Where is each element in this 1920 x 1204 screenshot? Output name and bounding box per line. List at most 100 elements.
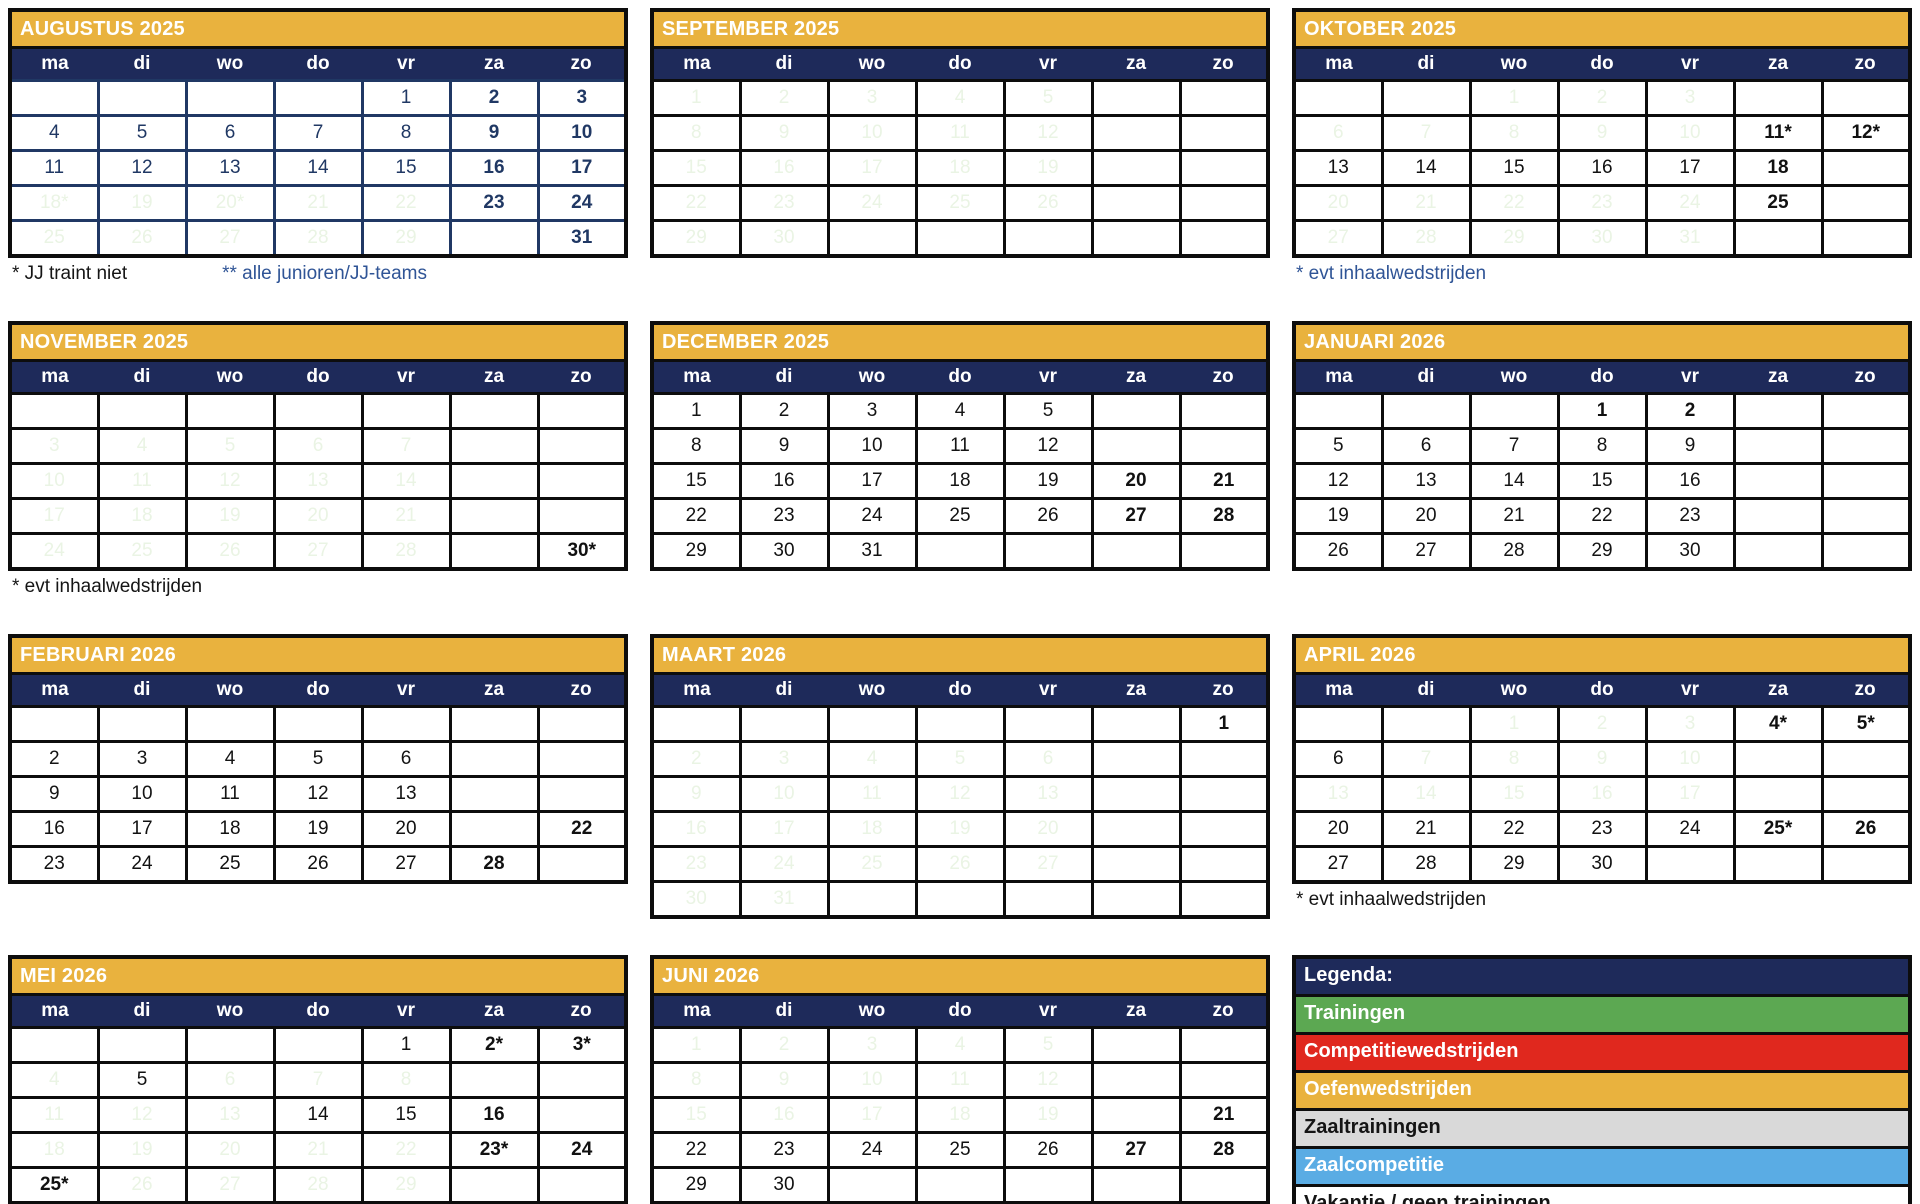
day-cell: 22 [1178, 810, 1270, 848]
day-cell: 27 [1380, 532, 1472, 571]
day-cell: 14 [1090, 775, 1182, 813]
weekday-header-di: di [98, 673, 186, 708]
empty-cell [8, 705, 100, 743]
weekday-header-wo: wo [1470, 360, 1558, 395]
day-cell: 1 [650, 1026, 742, 1064]
day-cell: 30 [1556, 845, 1648, 884]
weekday-header-vr: vr [1646, 673, 1734, 708]
day-cell: 3 [1644, 705, 1736, 743]
empty-cell [272, 79, 364, 117]
weekday-header-zo: zo [1180, 673, 1268, 708]
weekday-header-za: za [450, 47, 538, 82]
day-cell: 14 [448, 775, 540, 813]
weekday-header-vr: vr [362, 673, 450, 708]
day-cell: 19 [1820, 149, 1912, 187]
day-cell: 18 [96, 497, 188, 535]
day-cell: 8 [650, 1061, 742, 1099]
day-cell: 14 [1380, 149, 1472, 187]
day-cell: 3 [826, 392, 918, 430]
month-oktober-2025: OKTOBER 2025 ma di wo do vr za zo 1 2 3 4 5 6 7 8 9 10 11*… [1292, 8, 1912, 285]
day-cell: 30 [650, 880, 742, 919]
day-cell: 26 [1002, 1131, 1094, 1169]
weekday-header-vr: vr [1004, 673, 1092, 708]
day-cell: 1 [1468, 79, 1560, 117]
weekday-header-wo: wo [186, 360, 274, 395]
day-cell: 2 [1556, 705, 1648, 743]
day-cell: 22 [1468, 184, 1560, 222]
weekday-header-zo: zo [538, 360, 626, 395]
weekday-header-do: do [1558, 47, 1646, 82]
empty-cell [650, 705, 742, 743]
day-cell: 16 [1556, 775, 1648, 813]
day-cell: 27 [272, 532, 364, 571]
day-cell: 21 [1380, 184, 1472, 222]
weekday-header-za: za [1092, 360, 1180, 395]
day-cell: 16 [1644, 462, 1736, 500]
empty-cell [448, 705, 540, 743]
day-cell: 4 [96, 427, 188, 465]
month-februari-2026: FEBRUARI 2026 ma di wo do vr za zo 1 2 3 4 5 6 7 8 9 10 11… [8, 634, 628, 884]
day-cell: 6 [360, 740, 452, 778]
day-cell: 17 [826, 149, 918, 187]
weekday-header-do: do [1558, 673, 1646, 708]
day-cell: 4 [184, 740, 276, 778]
day-cell: 14 [1178, 1061, 1270, 1099]
day-cell: 28 [1468, 532, 1560, 571]
legend-rows: Trainingen Competitiewedstrijden Oefenweds… [1296, 997, 1908, 1204]
day-cell: 24 [96, 845, 188, 884]
month-title: JUNI 2026 [652, 957, 1268, 996]
day-cell: 19 [96, 184, 188, 222]
day-cell: 14 [272, 149, 364, 187]
empty-cell [96, 705, 188, 743]
day-cell: 9 [448, 1061, 540, 1099]
day-cell: 3 [1644, 79, 1736, 117]
day-cell: 25 [914, 497, 1006, 535]
weekday-header-zo: zo [1822, 360, 1910, 395]
day-cell: 30 [1644, 532, 1736, 571]
legend-item-ow: Oefenwedstrijden [1296, 1073, 1908, 1111]
day-cell: 2 [738, 79, 830, 117]
month-mei-2026: MEI 2026 ma di wo do vr za zo 1 2* 3* 4 5 6 7 8 9 10 11 12 1… [8, 955, 628, 1204]
day-cell: 24 [826, 1131, 918, 1169]
day-cell: 5 [1002, 79, 1094, 117]
day-cell: 15 [360, 1096, 452, 1134]
month-table: OKTOBER 2025 ma di wo do vr za zo 1 2 3 4 5 6 7 8 9 10 11*… [1292, 8, 1912, 258]
empty-cell [1090, 532, 1182, 571]
month-juni-2026: JUNI 2026 ma di wo do vr za zo 1 2 3 4 5 6 7 8 9 10 11 12 13… [650, 955, 1270, 1204]
month-title: NOVEMBER 2025 [10, 323, 626, 362]
empty-cell [8, 392, 100, 430]
empty-cell [1002, 532, 1094, 571]
day-cell: 12 [1002, 427, 1094, 465]
day-cell: 19 [914, 810, 1006, 848]
day-cell: 28 [448, 845, 540, 884]
day-cell: 20 [184, 1131, 276, 1169]
month-title: AUGUSTUS 2025 [10, 10, 626, 49]
weekday-header-do: do [274, 673, 362, 708]
month-table: APRIL 2026 ma di wo do vr za zo 1 2 3 4* 5* 6 7 8 9 10 11 1… [1292, 634, 1912, 884]
day-cell: 18* [8, 184, 100, 222]
day-cell: 30 [738, 219, 830, 258]
day-cell: 4 [826, 740, 918, 778]
day-cell: 8 [1468, 740, 1560, 778]
day-cell: 13 [1090, 114, 1182, 152]
day-cell: 25 [914, 184, 1006, 222]
day-cell: 19 [1292, 497, 1384, 535]
day-cell: 11 [914, 427, 1006, 465]
weekday-header-zo: zo [1180, 47, 1268, 82]
legend: Legenda: Trainingen Competitiewedstrijden… [1292, 955, 1912, 1204]
day-cell: 5 [1292, 427, 1384, 465]
day-cell: 28 [360, 532, 452, 571]
day-cell: 30 [1556, 219, 1648, 258]
day-cell: 27 [184, 219, 276, 258]
weekday-header-wo: wo [186, 47, 274, 82]
day-cell: 3 [8, 427, 100, 465]
day-cell: 25 [96, 532, 188, 571]
empty-cell [184, 79, 276, 117]
day-cell: 16 [738, 149, 830, 187]
day-cell: 3 [96, 740, 188, 778]
month-table: MAART 2026 ma di wo do vr za zo 1 2 3 4 5 6 7 8 9 10 11 12 1… [650, 634, 1270, 919]
day-cell: 23 [536, 497, 628, 535]
weekday-header-vr: vr [362, 47, 450, 82]
calendar-grid: AUGUSTUS 2025 ma di wo do vr za zo 1 2 3 4 5 6 7 8 9 10 11… [8, 8, 1912, 1204]
weekday-header-ma: ma [10, 47, 98, 82]
